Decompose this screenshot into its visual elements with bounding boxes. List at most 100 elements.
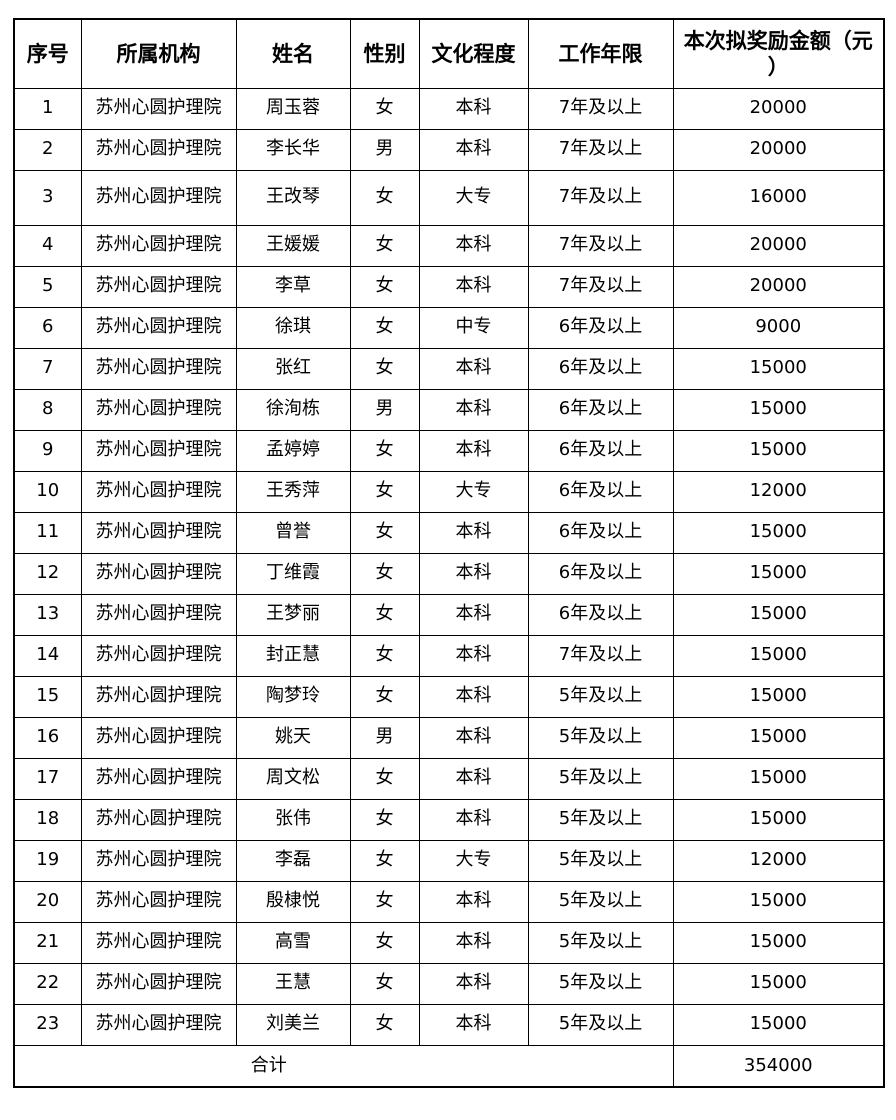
cell-name: 徐洵栋 xyxy=(235,388,351,431)
cell-education: 本科 xyxy=(418,1003,529,1046)
total-row: 合计 354000 xyxy=(13,1044,885,1088)
cell-org: 苏州心圆护理院 xyxy=(80,224,237,267)
cell-no: 23 xyxy=(13,1003,82,1046)
cell-org: 苏州心圆护理院 xyxy=(80,1003,237,1046)
cell-name: 王媛媛 xyxy=(235,224,351,267)
cell-gender: 女 xyxy=(349,306,420,349)
cell-org: 苏州心圆护理院 xyxy=(80,552,237,595)
cell-amount: 15000 xyxy=(672,347,885,390)
cell-amount: 9000 xyxy=(672,306,885,349)
header-row: 序号 所属机构 姓名 性别 文化程度 工作年限 本次拟奖励金额（元） xyxy=(13,18,885,89)
cell-education: 本科 xyxy=(418,128,529,171)
cell-name: 徐琪 xyxy=(235,306,351,349)
cell-education: 本科 xyxy=(418,511,529,554)
cell-name: 王梦丽 xyxy=(235,593,351,636)
cell-years: 6年及以上 xyxy=(527,511,674,554)
cell-org: 苏州心圆护理院 xyxy=(80,347,237,390)
cell-name: 高雪 xyxy=(235,921,351,964)
table-row: 12 苏州心圆护理院 丁维霞女本科 6年及以上 15000 xyxy=(13,552,885,595)
cell-org: 苏州心圆护理院 xyxy=(80,675,237,718)
reward-table: 序号 所属机构 姓名 性别 文化程度 工作年限 本次拟奖励金额（元） 1 苏州心圆… xyxy=(13,18,885,1088)
table-row: 10 苏州心圆护理院 王秀萍女大专 6年及以上 12000 xyxy=(13,470,885,513)
cell-no: 2 xyxy=(13,128,82,171)
table-row: 16 苏州心圆护理院 姚天男本科 5年及以上 15000 xyxy=(13,716,885,759)
cell-amount: 15000 xyxy=(672,962,885,1005)
cell-education: 本科 xyxy=(418,347,529,390)
cell-org: 苏州心圆护理院 xyxy=(80,798,237,841)
cell-amount: 15000 xyxy=(672,921,885,964)
cell-education: 本科 xyxy=(418,634,529,677)
cell-gender: 男 xyxy=(349,128,420,171)
cell-no: 6 xyxy=(13,306,82,349)
cell-gender: 女 xyxy=(349,634,420,677)
cell-amount: 15000 xyxy=(672,798,885,841)
cell-education: 本科 xyxy=(418,429,529,472)
cell-amount: 15000 xyxy=(672,593,885,636)
table-row: 21 苏州心圆护理院 高雪女本科 5年及以上 15000 xyxy=(13,921,885,964)
cell-org: 苏州心圆护理院 xyxy=(80,87,237,130)
cell-no: 20 xyxy=(13,880,82,923)
header-no: 序号 xyxy=(13,18,82,89)
cell-name: 李长华 xyxy=(235,128,351,171)
cell-years: 5年及以上 xyxy=(527,675,674,718)
cell-no: 7 xyxy=(13,347,82,390)
cell-org: 苏州心圆护理院 xyxy=(80,880,237,923)
cell-amount: 15000 xyxy=(672,634,885,677)
cell-gender: 女 xyxy=(349,593,420,636)
table-row: 11 苏州心圆护理院 曾誉女本科 6年及以上 15000 xyxy=(13,511,885,554)
cell-name: 王慧 xyxy=(235,962,351,1005)
cell-org: 苏州心圆护理院 xyxy=(80,265,237,308)
cell-name: 张伟 xyxy=(235,798,351,841)
cell-amount: 16000 xyxy=(672,169,885,226)
cell-education: 大专 xyxy=(418,169,529,226)
cell-education: 本科 xyxy=(418,880,529,923)
table-row: 19 苏州心圆护理院 李磊女大专 5年及以上 12000 xyxy=(13,839,885,882)
cell-years: 5年及以上 xyxy=(527,839,674,882)
table-row: 9 苏州心圆护理院 孟婷婷女本科 6年及以上 15000 xyxy=(13,429,885,472)
header-name: 姓名 xyxy=(235,18,351,89)
cell-no: 19 xyxy=(13,839,82,882)
cell-education: 本科 xyxy=(418,798,529,841)
table-row: 8 苏州心圆护理院 徐洵栋男本科 6年及以上 15000 xyxy=(13,388,885,431)
cell-education: 大专 xyxy=(418,470,529,513)
cell-no: 22 xyxy=(13,962,82,1005)
table-row: 7 苏州心圆护理院 张红女本科 6年及以上 15000 xyxy=(13,347,885,390)
cell-education: 本科 xyxy=(418,716,529,759)
cell-amount: 15000 xyxy=(672,1003,885,1046)
cell-gender: 女 xyxy=(349,675,420,718)
cell-amount: 12000 xyxy=(672,470,885,513)
cell-org: 苏州心圆护理院 xyxy=(80,593,237,636)
cell-years: 7年及以上 xyxy=(527,224,674,267)
cell-amount: 20000 xyxy=(672,224,885,267)
cell-gender: 女 xyxy=(349,470,420,513)
cell-amount: 12000 xyxy=(672,839,885,882)
cell-years: 5年及以上 xyxy=(527,880,674,923)
header-years: 工作年限 xyxy=(527,18,674,89)
cell-gender: 女 xyxy=(349,1003,420,1046)
cell-no: 17 xyxy=(13,757,82,800)
cell-gender: 男 xyxy=(349,716,420,759)
cell-amount: 15000 xyxy=(672,429,885,472)
table-body: 1 苏州心圆护理院 周玉蓉女本科 7年及以上 20000 2 苏州心圆护理院 李长华男本科 7年… xyxy=(13,87,885,1046)
cell-org: 苏州心圆护理院 xyxy=(80,306,237,349)
cell-name: 殷棣悦 xyxy=(235,880,351,923)
cell-education: 本科 xyxy=(418,87,529,130)
table-row: 5 苏州心圆护理院 李草女本科 7年及以上 20000 xyxy=(13,265,885,308)
cell-years: 7年及以上 xyxy=(527,634,674,677)
cell-gender: 女 xyxy=(349,757,420,800)
cell-no: 16 xyxy=(13,716,82,759)
cell-gender: 女 xyxy=(349,839,420,882)
cell-org: 苏州心圆护理院 xyxy=(80,128,237,171)
cell-org: 苏州心圆护理院 xyxy=(80,839,237,882)
header-org: 所属机构 xyxy=(80,18,237,89)
cell-years: 6年及以上 xyxy=(527,593,674,636)
cell-education: 本科 xyxy=(418,962,529,1005)
cell-org: 苏州心圆护理院 xyxy=(80,962,237,1005)
cell-no: 9 xyxy=(13,429,82,472)
cell-name: 周文松 xyxy=(235,757,351,800)
cell-no: 12 xyxy=(13,552,82,595)
cell-years: 7年及以上 xyxy=(527,169,674,226)
cell-org: 苏州心圆护理院 xyxy=(80,388,237,431)
cell-amount: 15000 xyxy=(672,716,885,759)
table-row: 4 苏州心圆护理院 王媛媛女本科 7年及以上 20000 xyxy=(13,224,885,267)
